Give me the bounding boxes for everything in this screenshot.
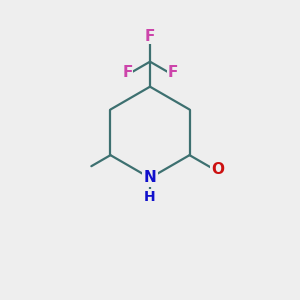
Text: H: H	[144, 190, 156, 203]
Text: F: F	[122, 65, 133, 80]
Text: F: F	[145, 28, 155, 44]
Text: O: O	[211, 162, 224, 177]
Text: F: F	[167, 65, 178, 80]
Text: N: N	[144, 170, 156, 185]
